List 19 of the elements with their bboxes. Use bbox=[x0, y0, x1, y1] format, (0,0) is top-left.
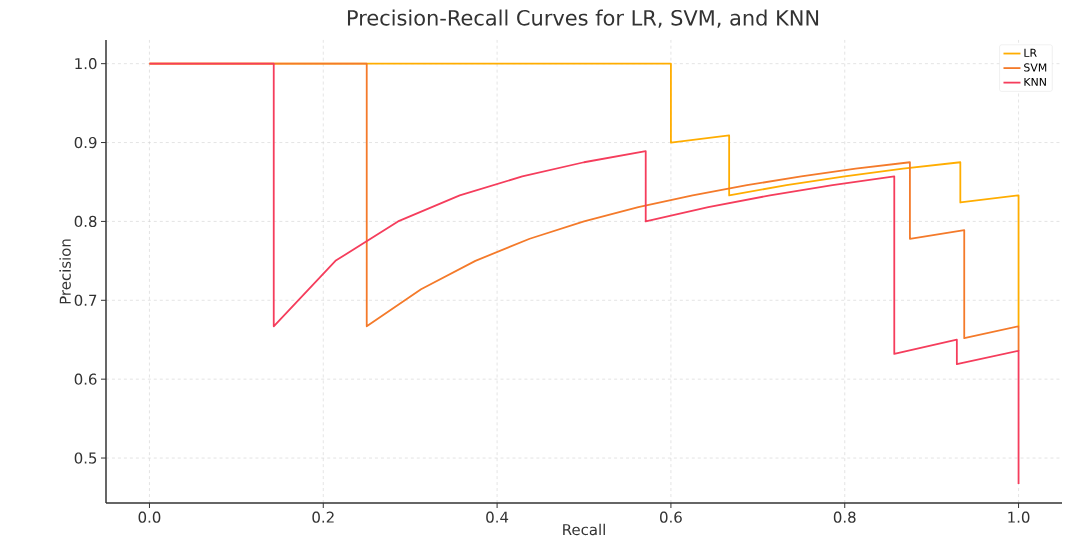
y-tick-label: 0.8 bbox=[74, 215, 97, 228]
x-tick-label: 0.6 bbox=[660, 511, 682, 523]
x-tick-label: 0.2 bbox=[312, 511, 334, 523]
y-tick-label: 1.0 bbox=[75, 58, 97, 70]
legend-label: SVM bbox=[1024, 63, 1047, 72]
x-tick-label: 1.0 bbox=[1008, 511, 1030, 523]
legend-label: LR bbox=[1024, 48, 1037, 57]
legend-label: KNN bbox=[1024, 77, 1046, 86]
y-tick-label: 0.9 bbox=[74, 136, 97, 149]
x-axis-title: Recall bbox=[563, 523, 605, 536]
y-tick-label: 0.6 bbox=[74, 373, 97, 385]
line-series bbox=[148, 62, 1020, 485]
y-tick-label: 0.5 bbox=[74, 452, 97, 464]
y-tick-label: 0.7 bbox=[74, 294, 97, 306]
x-tick-label: 0.8 bbox=[833, 511, 856, 523]
y-axis-title: Precision bbox=[59, 239, 71, 304]
x-tick-label: 0.4 bbox=[486, 511, 509, 523]
chart-title: Precision-Recall Curves for LR, SVM, and KNN bbox=[347, 9, 819, 28]
x-tick-label: 0.0 bbox=[138, 511, 161, 523]
